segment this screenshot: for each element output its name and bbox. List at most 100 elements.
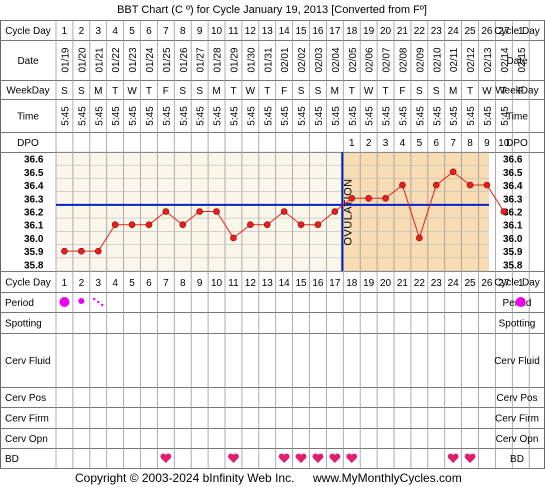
date-cell: 01/21	[94, 47, 105, 72]
ytick-right: 35.9	[503, 247, 523, 258]
dpo-cell: 3	[383, 138, 389, 149]
time-cell: 5:45	[382, 106, 393, 126]
weekday-cell: T	[467, 86, 473, 97]
cycle-day-bottom-cell: 15	[295, 278, 307, 289]
temperature-point	[432, 181, 440, 189]
weekday-cell: T	[264, 86, 270, 97]
cycle-day-cell: 16	[312, 26, 324, 37]
date-cell: 02/05	[348, 47, 359, 72]
temperature-point	[111, 221, 119, 229]
weekday-cell: T	[382, 86, 388, 97]
dpo-cell: 7	[450, 138, 456, 149]
temperature-point	[331, 208, 339, 215]
row-label-left-cerv-firm: Cerv Firm	[5, 414, 49, 425]
cycle-day-bottom-cell: 6	[146, 278, 152, 289]
bd-heart-icon	[447, 453, 459, 463]
date-cell: 01/31	[263, 47, 274, 72]
weekday-cell: F	[281, 86, 287, 97]
weekday-cell: W	[482, 86, 492, 97]
cycle-day-cell: 27	[498, 26, 510, 37]
bd-heart-icon	[329, 453, 341, 463]
cycle-day-bottom-cell: 2	[79, 278, 85, 289]
period-marker-light	[97, 300, 100, 304]
cycle-day-bottom-cell: 26	[481, 278, 493, 289]
weekday-cell: S	[416, 86, 423, 97]
cycle-day-bottom-cell: 21	[397, 278, 409, 289]
time-cell: 5:45	[94, 106, 105, 126]
cycle-day-bottom-cell: 4	[112, 278, 118, 289]
ytick-left: 36.1	[24, 221, 44, 232]
temperature-point	[449, 168, 457, 176]
date-cell: 01/30	[246, 47, 257, 72]
row-label-left-weekday: WeekDay	[6, 86, 49, 97]
temperature-point	[94, 247, 102, 255]
temperature-point	[162, 208, 170, 215]
weekday-cell: W	[364, 86, 374, 97]
date-cell: 01/20	[77, 47, 88, 72]
temperature-point	[365, 194, 372, 202]
dpo-cell: 4	[400, 138, 406, 149]
ytick-right: 36.0	[503, 234, 523, 245]
time-cell: 5:45	[145, 106, 156, 126]
temperature-point	[263, 221, 271, 229]
date-cell: 01/26	[179, 47, 190, 72]
weekday-cell: M	[331, 86, 339, 97]
time-cell: 5:45	[179, 106, 190, 126]
cycle-day-cell: 14	[279, 26, 291, 37]
weekday-cell: S	[179, 86, 186, 97]
row-label-left-date: Date	[17, 56, 39, 67]
cycle-day-cell: 1	[62, 26, 68, 37]
time-cell: 5:45	[432, 106, 443, 126]
temperature-point	[128, 221, 136, 229]
cycle-day-cell: 23	[431, 26, 443, 37]
cycle-day-cell: 24	[448, 26, 460, 37]
bd-heart-icon	[464, 453, 476, 463]
ytick-left: 36.6	[24, 155, 44, 166]
dpo-cell: 5	[417, 138, 423, 149]
time-cell: 5:45	[213, 106, 224, 126]
cycle-day-cell: 12	[245, 26, 257, 37]
temperature-point	[230, 234, 237, 242]
temperature-point	[213, 208, 220, 215]
temperature-point	[280, 208, 288, 215]
date-cell: 02/06	[365, 47, 376, 72]
date-cell: 01/25	[162, 47, 173, 72]
cycle-day-cell: 11	[228, 26, 239, 37]
post-ovulation-region	[343, 152, 489, 271]
ytick-left: 36.2	[24, 208, 44, 219]
cycle-day-cell: 18	[346, 26, 358, 37]
cycle-day-cell: 15	[295, 26, 307, 37]
time-cell: 5:45	[196, 106, 207, 126]
date-cell: 02/11	[449, 47, 460, 72]
row-label-left-cerv-opn: Cerv Opn	[5, 434, 48, 445]
date-cell: 02/15	[517, 47, 528, 72]
temperature-point	[78, 247, 85, 255]
time-cell: 5:45	[466, 106, 477, 126]
temperature-point	[247, 221, 254, 229]
time-cell: 5:45	[60, 106, 71, 126]
cycle-day-cell: 8	[180, 26, 186, 37]
date-cell: 01/27	[196, 47, 207, 72]
weekday-cell: T	[230, 86, 236, 97]
weekday-cell: F	[399, 86, 405, 97]
cycle-day-bottom-cell: 17	[329, 278, 341, 289]
bd-heart-icon	[312, 453, 324, 463]
time-cell: 5:45	[246, 106, 257, 126]
cycle-day-cell: 1	[518, 26, 524, 37]
period-marker-medium	[78, 298, 85, 304]
row-label-right-bd: BD	[510, 454, 524, 465]
date-cell: 01/23	[128, 47, 139, 72]
cycle-day-bottom-cell: 1	[62, 278, 68, 289]
weekday-cell: S	[298, 86, 305, 97]
time-cell: 5:45	[128, 106, 139, 126]
cycle-day-cell: 25	[464, 26, 476, 37]
cycle-day-cell: 19	[363, 26, 375, 37]
data-layer: OVULATION	[56, 152, 526, 463]
cycle-day-bottom-cell: 1	[518, 278, 524, 289]
temperature-point	[416, 234, 423, 242]
row-label-right-weekday: WeekDay	[495, 86, 538, 97]
ytick-right: 36.6	[503, 155, 523, 166]
time-cell: 5:45	[449, 106, 460, 126]
dpo-cell: 2	[366, 138, 372, 149]
time-cell: 5:45	[263, 106, 274, 126]
